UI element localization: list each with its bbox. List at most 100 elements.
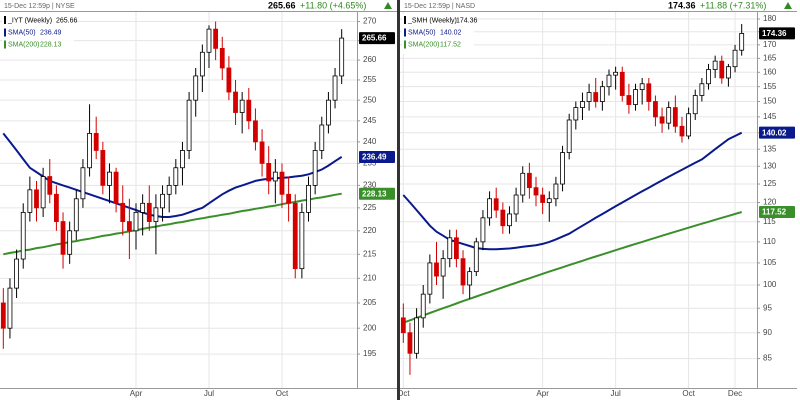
x-tick-group: Apr (536, 389, 549, 398)
candle-body (434, 262, 439, 277)
y-tick-label: 230 (363, 180, 377, 189)
candle-body (560, 152, 565, 185)
candle-body (286, 193, 292, 204)
y-tick-label: 145 (763, 112, 777, 121)
x-tick-label: Oct (397, 389, 410, 398)
y-tick-label: 195 (363, 349, 377, 358)
header-change: +11.80 (+4.65%) (300, 0, 366, 10)
candle-body (67, 230, 73, 255)
legend-symbol: _SMH (Weekly) (407, 17, 457, 24)
candle-body (233, 91, 238, 113)
candle-body (113, 171, 119, 204)
candle-body (586, 92, 592, 102)
legend-value: 228.13 (40, 41, 62, 48)
x-tick-group: Oct (276, 389, 289, 398)
candle-body (53, 193, 59, 222)
legend: _SMH (Weekly) 174.36 SMA(50) 140.02SMA(200)… (402, 14, 478, 54)
y-tick-label: 110 (763, 237, 776, 246)
legend-swatch (4, 40, 6, 49)
y-tick-label: 115 (763, 217, 776, 226)
candle-body (93, 133, 99, 151)
legend-swatch (404, 40, 406, 49)
candle-body (500, 209, 506, 227)
y-tick-label: 125 (763, 179, 777, 188)
candle-body (732, 49, 738, 68)
sma-tag-box (759, 205, 795, 218)
candle-body (507, 213, 512, 227)
legend-label: SMA(50) (8, 29, 36, 36)
candle-body (279, 171, 285, 195)
candle-body (34, 189, 39, 209)
legend-price: 265.66 (56, 17, 78, 24)
candle-body (526, 172, 532, 189)
candle-body (160, 193, 165, 209)
y-tick-label: 100 (763, 280, 777, 289)
candle-body (580, 101, 585, 108)
candle-body (453, 237, 459, 260)
sma-tag-box (359, 187, 395, 200)
legend-label: SMA(50) (408, 29, 436, 36)
candle-body (266, 163, 272, 182)
candle-body (259, 141, 265, 164)
y-tick-label: 235 (363, 159, 377, 168)
candle-body (107, 171, 112, 186)
y-tick-label: 220 (363, 226, 377, 235)
candle-body (447, 237, 453, 260)
x-tick-label: Dec (728, 389, 742, 398)
candle-body (253, 120, 258, 143)
candle-body (246, 99, 252, 122)
y-tick-label: 170 (763, 40, 777, 49)
sma-tag-box (359, 150, 395, 163)
x-tick-group: Apr (130, 389, 143, 398)
legend-price: 174.36 (456, 17, 478, 24)
panel: 8590951001051101151201251301351401451501… (397, 0, 797, 398)
price-tag-box (759, 27, 795, 40)
y-tick-label: 255 (363, 75, 377, 84)
candle-body (306, 184, 311, 213)
header-date: 15-Dec 12:59p | NYSE (4, 3, 75, 10)
sma-line (402, 211, 742, 324)
y-tick-label: 130 (763, 161, 777, 170)
candle-body (166, 184, 172, 195)
y-tick-label: 205 (363, 298, 377, 307)
candle-body (513, 194, 519, 215)
legend-swatch (4, 16, 6, 24)
y-tick-label: 240 (363, 137, 377, 146)
candle-body (292, 202, 298, 270)
candle-body (460, 258, 466, 286)
legend-symbol: _IYT (Weekly) (7, 17, 52, 24)
legend-swatch (404, 28, 406, 37)
candle-body (706, 69, 711, 85)
candle-body (719, 60, 725, 79)
candle-body (312, 150, 318, 186)
y-tick-label: 260 (363, 55, 377, 64)
x-tick-group: Jul (611, 389, 621, 398)
x-tick-group: Dec (728, 389, 742, 398)
candle-body (659, 116, 665, 124)
candle-body (573, 107, 579, 121)
candle-body (493, 198, 499, 211)
x-tick-label: Apr (536, 389, 549, 398)
candle-body (440, 258, 446, 277)
y-tick-label: 120 (763, 198, 777, 207)
legend-value: 236.49 (40, 29, 62, 36)
candle-body (326, 99, 331, 126)
candle-body (467, 271, 473, 286)
y-tick-label: 250 (363, 95, 377, 104)
candle-body (540, 194, 546, 203)
sma-tag-text: 228.13 (362, 189, 387, 198)
candle-body (47, 176, 53, 195)
y-tick-label: 95 (763, 303, 772, 312)
plot-area (0, 12, 357, 388)
candle-body (14, 258, 19, 289)
candle-body (146, 202, 152, 222)
candle-body (332, 75, 338, 101)
candle-body (299, 211, 305, 270)
candle-body (60, 221, 66, 255)
candle-body (653, 101, 658, 118)
panel-separator (397, 0, 400, 400)
candle-body (487, 198, 492, 219)
sma-tag-text: 140.02 (762, 128, 787, 137)
candle-body (633, 89, 638, 105)
candle-body (100, 150, 106, 186)
